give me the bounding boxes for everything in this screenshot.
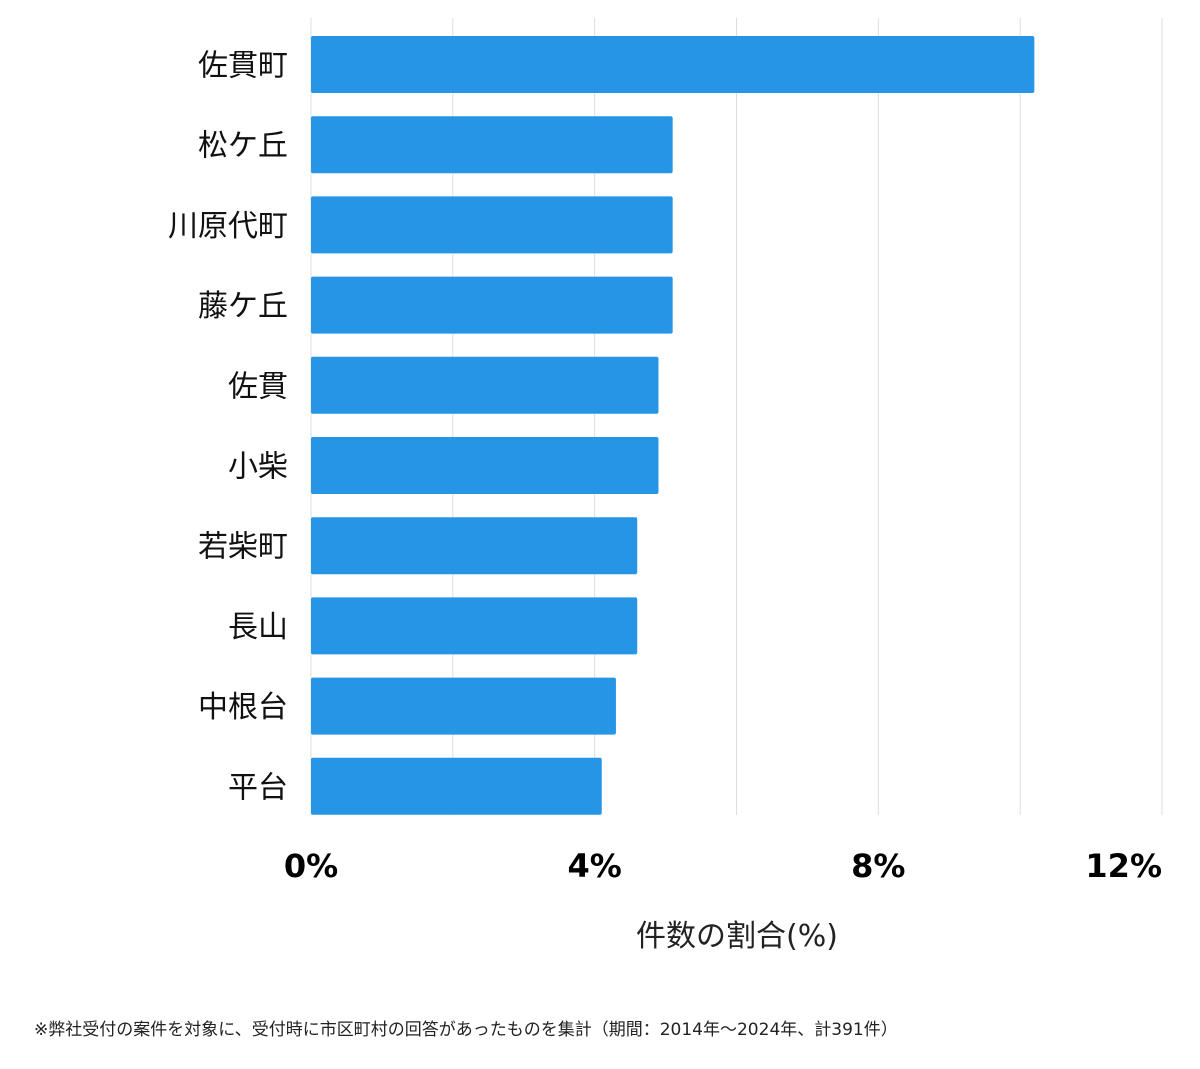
category-label: 平台 [228,770,288,805]
bar [311,276,673,334]
category-label: 松ケ丘 [198,129,288,164]
x-tick-label: 8% [851,847,905,885]
category-label: 若柴町 [198,530,288,565]
bar [311,757,602,815]
category-label: 佐貫 [228,369,288,404]
category-label: 藤ケ丘 [198,289,288,324]
category-label: 小柴 [228,450,288,485]
category-label: 長山 [228,610,288,645]
x-tick-label: 4% [568,847,622,885]
bar [311,116,673,174]
x-axis-title: 件数の割合(%) [636,919,838,954]
x-tick-labels: 0% 4% 8% 12% [284,847,1162,885]
x-tick-label: 0% [284,847,338,885]
bar [311,196,673,254]
footnote: ※弊社受付の案件を対象に、受付時に市区町村の回答があったものを集計（期間：201… [34,1020,898,1040]
bars [311,36,1035,815]
category-label: 佐貫町 [198,49,288,84]
category-label: 川原代町 [168,209,288,244]
bar [311,437,659,494]
bar [311,356,659,414]
bar [311,597,638,655]
bar [311,36,1035,93]
category-label: 中根台 [198,690,288,725]
bar [311,517,638,575]
bar [311,677,616,735]
x-tick-label: 12% [1085,847,1162,885]
